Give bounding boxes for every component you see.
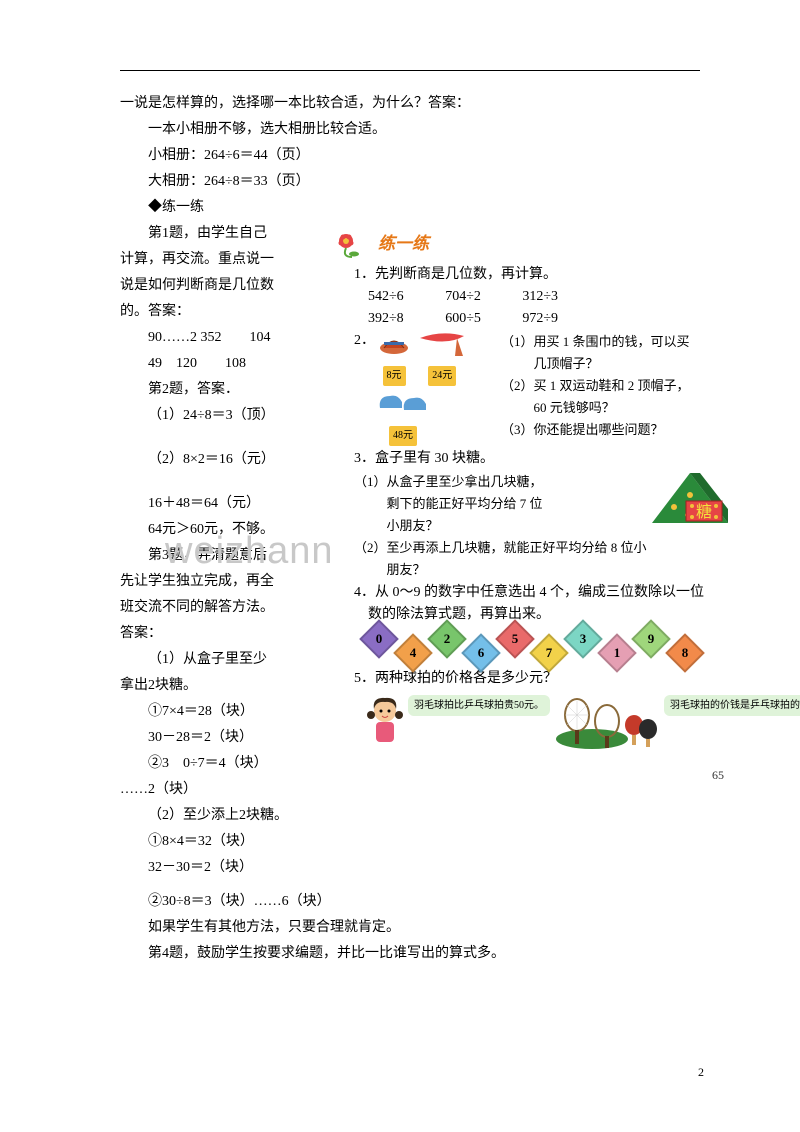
bottom-text: 如果学生有其他方法，只要合理就肯定。: [120, 915, 700, 941]
intro-line-3: 小相册：264÷6＝44（页）: [120, 143, 700, 169]
q1-nums-row1: 542÷6 704÷2 312÷3: [334, 287, 730, 307]
q1-num: 392÷8: [368, 309, 404, 329]
left-text: ②3 0÷7＝4（块）: [120, 751, 320, 777]
q4-head2: 数的除法算式题，再算出来。: [334, 605, 730, 625]
q1-num: 600÷5: [445, 309, 481, 329]
left-text: 第3题，弄清题意后，: [120, 543, 320, 569]
left-text: 计算，再交流。重点说一: [120, 247, 320, 273]
price-tag: 8元: [383, 366, 406, 386]
q1-num: 972÷9: [522, 309, 558, 329]
q1-nums-row2: 392÷8 600÷5 972÷9: [334, 309, 730, 329]
q3-text: （2）至少再添上几块糖，就能正好平均分给 8 位小: [354, 537, 730, 559]
q2-num: 2．: [354, 331, 375, 447]
shoes-icon: [376, 388, 430, 418]
q2-text: （2）买 1 双运动鞋和 2 顶帽子，: [501, 375, 730, 397]
left-text: 90……2 352 104: [120, 325, 320, 351]
q3-text: 小朋友？: [354, 515, 646, 537]
flower-icon: [334, 229, 374, 259]
textbook-title: 练一练: [378, 234, 429, 254]
q1-text: 1．先判断商是几位数，再计算。: [334, 265, 730, 285]
intro-line-4: 大相册：264÷8＝33（页）: [120, 169, 700, 195]
scarf-icon: [417, 332, 467, 358]
left-text: 16＋48＝64（元）: [120, 491, 320, 517]
hat-icon: [376, 332, 412, 358]
q5-head: 5．两种球拍的价格各是多少元？: [334, 669, 730, 689]
q3-head: 3．盒子里有 30 块糖。: [334, 449, 730, 469]
girl-icon: [364, 695, 406, 745]
q2-text: 60 元钱够吗？: [501, 397, 730, 419]
svg-text:糖: 糖: [696, 503, 712, 521]
bottom-text: 第4题，鼓励学生按要求编题，并比一比谁写出的算式多。: [120, 941, 700, 967]
q1-num: 312÷3: [522, 287, 558, 307]
q1-num: 704÷2: [445, 287, 481, 307]
q3-text: 剩下的能正好平均分给 7 位: [354, 493, 646, 515]
intro-line-1: 一说是怎样算的，选择哪一本比较合适，为什么？答案：: [120, 91, 700, 117]
textbook-column: 练一练 1．先判断商是几位数，再计算。 542÷6 704÷2 312÷3 39…: [320, 221, 734, 793]
left-text: 先让学生独立完成，再全: [120, 569, 320, 595]
page-number: 2: [698, 1065, 704, 1080]
q2-text: （3）你还能提出哪些问题？: [501, 419, 730, 441]
top-rule: [120, 70, 700, 71]
q2-text: （1）用买 1 条围巾的钱，可以买: [501, 331, 730, 353]
intro-line-5: ◆练一练: [120, 195, 700, 221]
left-text: ①7×4＝28（块）: [120, 699, 320, 725]
left-text: 说是如何判断商是几位数: [120, 273, 320, 299]
left-text: 答案：: [120, 621, 320, 647]
left-text: 第2题，答案．: [120, 377, 320, 403]
left-text: 30－28＝2（块）: [120, 725, 320, 751]
left-text: ①8×4＝32（块）: [120, 829, 320, 855]
speech-bubble-1: 羽毛球拍比乒乓球拍贵50元。: [408, 695, 550, 716]
q4-cards: 0426573198: [334, 627, 730, 667]
left-text: （2）至少添上2块糖。: [120, 803, 320, 829]
left-text: 64元＞60元，不够。: [120, 517, 320, 543]
speech-bubble-2: 羽毛球拍的价钱是乒乓球拍的3倍。: [664, 695, 800, 716]
q2-text: 几顶帽子？: [501, 353, 730, 375]
q1-num: 542÷6: [368, 287, 404, 307]
left-text: （1）24÷8＝3（顶）: [120, 403, 320, 429]
left-text: 49 120 108: [120, 351, 320, 377]
left-text: 拿出2块糖。: [120, 673, 320, 699]
left-text: 32－30＝2（块）: [120, 855, 320, 881]
rackets-icon: [552, 695, 662, 757]
price-tag: 48元: [389, 426, 417, 446]
intro-line-2: 一本小相册不够，选大相册比较合适。: [120, 117, 700, 143]
left-text: （2）8×2＝16（元）: [120, 447, 320, 473]
q3-text: （1）从盒子里至少拿出几块糖，: [354, 471, 646, 493]
bottom-text: ②30÷8＝3（块）……6（块）: [120, 889, 700, 915]
left-text: 班交流不同的解答方法。: [120, 595, 320, 621]
left-text: （1）从盒子里至少: [120, 647, 320, 673]
left-text: 第1题，由学生自己: [120, 221, 320, 247]
q4-head: 4．从 0～9 的数字中任意选出 4 个，编成三位数除以一位: [334, 583, 730, 603]
q3-text: 朋友？: [354, 559, 730, 581]
left-text: 的。答案：: [120, 299, 320, 325]
left-column: 第1题，由学生自己 计算，再交流。重点说一 说是如何判断商是几位数 的。答案： …: [120, 221, 320, 881]
left-text: ……2（块）: [120, 777, 320, 803]
candy-box-icon: 糖: [650, 471, 730, 525]
number-card: 8: [665, 633, 705, 673]
q2-shop-items: 8元 24元 48元: [375, 331, 495, 447]
textbook-page-num: 65: [334, 765, 730, 785]
price-tag: 24元: [428, 366, 456, 386]
